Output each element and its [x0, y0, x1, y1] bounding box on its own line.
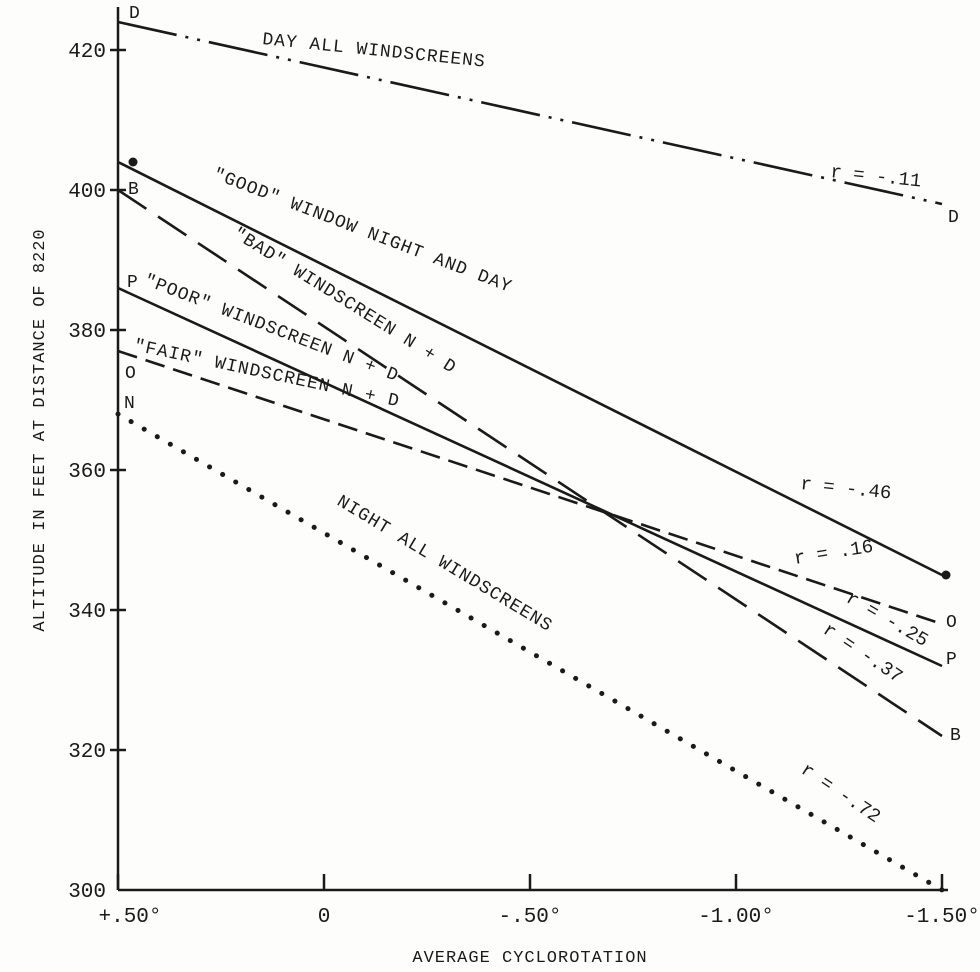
- endpoint-dot-good-start: [128, 157, 138, 167]
- series-line-day: [117, 20, 943, 206]
- series-label-day: DAY ALL WINDSCREENS: [261, 30, 486, 73]
- series-label-night: NIGHT ALL WINDSCREENS: [333, 492, 556, 637]
- y-tick-label: 360: [68, 461, 106, 484]
- x-ticks: +.50° 0 -.50° -1.00° -1.50°: [98, 874, 980, 929]
- x-tick-label: -.50°: [498, 906, 561, 929]
- end-marker-bad: B: [950, 726, 961, 746]
- r-value-fair: r = .16: [792, 536, 874, 570]
- start-marker-poor: P: [127, 273, 138, 293]
- y-ticks: 300 320 340 360 380 400 420: [68, 41, 126, 904]
- y-tick-label: 300: [68, 881, 106, 904]
- end-marker-day: D: [948, 208, 959, 228]
- y-axis-title: ALTITUDE IN FEET AT DISTANCE OF 8220: [31, 228, 50, 631]
- x-axis-title: AVERAGE CYCLOROTATION: [412, 949, 647, 968]
- x-tick-label: -1.00°: [698, 906, 774, 929]
- r-value-day: r = -.11: [829, 161, 922, 192]
- y-tick-label: 400: [68, 181, 106, 204]
- series-line-poor: [117, 286, 943, 668]
- r-value-night: r = -.72: [797, 759, 885, 828]
- y-tick-label: 420: [68, 41, 106, 64]
- x-tick-label: +.50°: [98, 906, 161, 929]
- y-tick-label: 380: [68, 321, 106, 344]
- series-lines: [115, 20, 951, 893]
- series-line-good: [117, 160, 943, 577]
- start-marker-fair: O: [125, 364, 136, 384]
- end-marker-fair: O: [946, 613, 957, 633]
- series-line-bad: [117, 188, 943, 738]
- x-tick-label: -1.50°: [904, 906, 980, 929]
- start-marker-bad: B: [128, 180, 139, 200]
- end-marker-poor: P: [946, 650, 957, 670]
- x-tick-label: 0: [318, 906, 331, 929]
- r-value-good: r = -.46: [799, 473, 892, 504]
- start-marker-night: N: [124, 394, 135, 414]
- y-tick-label: 320: [68, 741, 106, 764]
- endpoint-dot-good-end: [941, 570, 951, 580]
- axes: [116, 7, 948, 892]
- start-marker-day: D: [129, 4, 140, 24]
- y-tick-label: 340: [68, 601, 106, 624]
